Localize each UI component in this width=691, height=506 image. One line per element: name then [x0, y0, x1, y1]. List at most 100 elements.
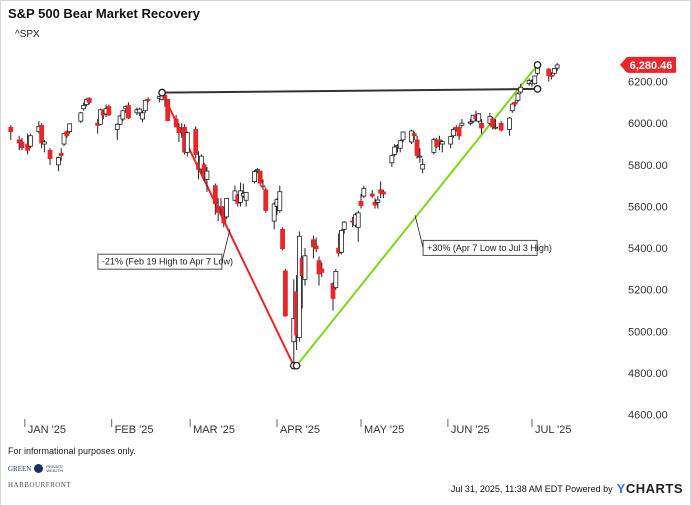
candle-body — [61, 133, 67, 145]
candle — [459, 119, 465, 128]
candle — [467, 119, 473, 126]
candle — [375, 196, 381, 209]
candle-body — [271, 203, 277, 222]
candle-body — [58, 153, 64, 156]
candle — [333, 268, 339, 290]
candle — [549, 72, 554, 80]
candle-body — [518, 86, 524, 93]
candle — [515, 92, 521, 103]
candle-body — [56, 157, 61, 166]
candle-body — [414, 139, 420, 156]
candle-body — [215, 206, 221, 213]
candle — [142, 99, 148, 113]
candle — [434, 137, 440, 149]
x-tick-label: MAR '25 — [193, 424, 235, 436]
y-tick-label: 5000.00 — [628, 326, 668, 338]
x-tick-label: JAN '25 — [28, 424, 66, 436]
candle — [61, 132, 67, 147]
footer-credit: Jul 31, 2025, 11:38 AM EDT Powered by YC… — [451, 481, 683, 496]
level-line — [162, 87, 538, 94]
candle-body — [532, 75, 538, 85]
candle — [67, 123, 73, 134]
candle-body — [507, 117, 512, 130]
candle-body — [546, 68, 552, 76]
last-price-label: 6,280.46 — [630, 60, 673, 72]
candle — [507, 117, 512, 136]
candle — [78, 111, 84, 124]
candle — [42, 139, 47, 153]
y-tick-label: 5600.00 — [628, 201, 668, 213]
candle-body — [19, 141, 25, 149]
candle — [16, 135, 22, 151]
candle-body — [509, 103, 515, 112]
candle-body — [551, 68, 557, 74]
candle — [389, 154, 395, 167]
candle-body — [437, 139, 442, 142]
candle — [417, 148, 423, 163]
price-badge-arrow — [620, 56, 627, 73]
candle — [282, 268, 288, 317]
candle — [400, 131, 406, 142]
candle — [28, 133, 33, 149]
candle — [420, 158, 426, 174]
candle — [319, 262, 325, 278]
candle-body — [254, 169, 260, 172]
drop-leader — [221, 229, 231, 262]
candle — [302, 248, 308, 286]
candle-body — [515, 93, 521, 101]
candle — [518, 83, 524, 95]
candle-body — [137, 108, 143, 114]
candle — [47, 148, 53, 165]
candle-body — [198, 155, 204, 170]
candle — [260, 179, 266, 190]
candle-body — [145, 98, 151, 101]
candle-body — [476, 113, 482, 122]
harbourfront-logo: HARBOURFRONT — [8, 481, 72, 489]
candle — [358, 194, 364, 209]
disclaimer-text: For informational purposes only. — [8, 446, 136, 456]
candle — [19, 137, 25, 151]
rise-label: +30% (Apr 7 Low to Jul 3 High) — [427, 243, 552, 253]
chart-title: S&P 500 Bear Market Recovery — [8, 6, 200, 21]
ycharts-logo[interactable]: YCHARTS — [616, 481, 683, 496]
candle-body — [140, 112, 145, 120]
candle — [117, 114, 123, 126]
candle-body — [467, 121, 473, 124]
candle-body — [142, 99, 148, 112]
candle-body — [372, 201, 378, 206]
x-tick-label: JUL '25 — [535, 424, 572, 436]
candle — [263, 187, 269, 213]
candle-body — [47, 149, 53, 160]
candle-body — [316, 260, 322, 275]
candle-body — [400, 131, 406, 141]
candle — [212, 183, 218, 215]
candle-body — [86, 97, 92, 103]
candle-body — [81, 105, 87, 110]
candle-body — [126, 105, 131, 119]
candle-body — [282, 270, 288, 317]
candle-body — [498, 122, 504, 131]
candle — [355, 210, 361, 242]
candle — [254, 167, 260, 174]
candle-body — [165, 98, 171, 121]
candle — [39, 123, 45, 149]
seal-icon — [34, 464, 44, 473]
y-tick-label: 5200.00 — [628, 285, 668, 297]
candle — [64, 130, 70, 138]
candle-body — [319, 268, 325, 273]
candle — [114, 123, 120, 140]
candle-body — [434, 139, 440, 147]
y-tick-label: 4600.00 — [628, 410, 668, 422]
candle — [479, 119, 484, 134]
y-tick-label: 5800.00 — [628, 160, 668, 172]
candle-body — [302, 255, 308, 280]
x-tick-label: APR '25 — [280, 424, 320, 436]
candle-body — [392, 146, 398, 155]
candle — [411, 131, 417, 140]
candle-body — [218, 206, 224, 208]
candle — [277, 185, 283, 213]
candle-body — [554, 64, 560, 69]
candle — [56, 156, 61, 172]
candle — [476, 112, 482, 124]
candle-body — [25, 143, 31, 151]
